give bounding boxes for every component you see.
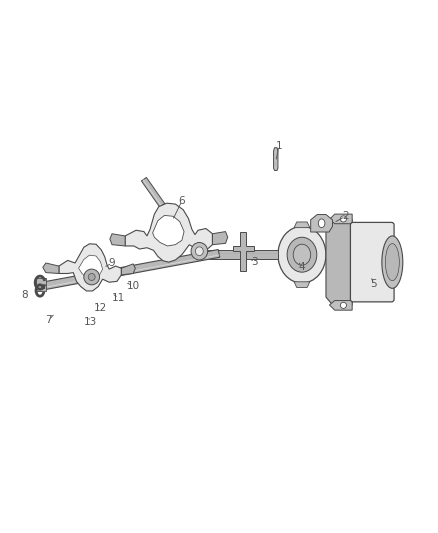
Text: 3: 3 xyxy=(251,257,258,267)
Text: 12: 12 xyxy=(94,303,107,313)
Polygon shape xyxy=(125,203,212,262)
Polygon shape xyxy=(274,148,278,171)
Polygon shape xyxy=(326,220,352,305)
Polygon shape xyxy=(43,263,59,273)
Ellipse shape xyxy=(195,247,203,256)
Text: 11: 11 xyxy=(112,293,125,303)
Ellipse shape xyxy=(382,236,403,288)
Polygon shape xyxy=(42,249,220,290)
Polygon shape xyxy=(294,282,310,287)
Ellipse shape xyxy=(293,244,311,265)
Text: 7: 7 xyxy=(46,315,52,325)
Polygon shape xyxy=(59,244,121,291)
Ellipse shape xyxy=(84,269,99,285)
Polygon shape xyxy=(329,301,352,310)
Text: 2: 2 xyxy=(343,211,349,221)
Text: 5: 5 xyxy=(371,279,377,289)
Ellipse shape xyxy=(340,302,346,309)
Text: 10: 10 xyxy=(127,281,140,290)
Ellipse shape xyxy=(278,227,326,283)
Ellipse shape xyxy=(287,237,317,272)
Polygon shape xyxy=(329,214,352,224)
Ellipse shape xyxy=(318,219,325,228)
Text: 9: 9 xyxy=(109,258,115,268)
Polygon shape xyxy=(35,278,46,290)
Ellipse shape xyxy=(191,243,208,260)
Polygon shape xyxy=(110,234,125,246)
Polygon shape xyxy=(294,222,310,228)
Polygon shape xyxy=(212,231,228,245)
FancyBboxPatch shape xyxy=(350,222,394,302)
Polygon shape xyxy=(233,231,254,271)
Polygon shape xyxy=(78,255,102,278)
Ellipse shape xyxy=(340,216,346,222)
Ellipse shape xyxy=(88,273,95,280)
Polygon shape xyxy=(208,251,278,259)
Polygon shape xyxy=(311,215,332,232)
Text: 1: 1 xyxy=(276,141,282,151)
Ellipse shape xyxy=(385,244,399,281)
Text: 8: 8 xyxy=(21,290,28,300)
Text: 6: 6 xyxy=(179,196,185,206)
Text: 13: 13 xyxy=(84,317,97,327)
Polygon shape xyxy=(141,177,165,207)
Text: 4: 4 xyxy=(299,262,305,271)
Polygon shape xyxy=(121,264,135,275)
Polygon shape xyxy=(152,215,184,246)
